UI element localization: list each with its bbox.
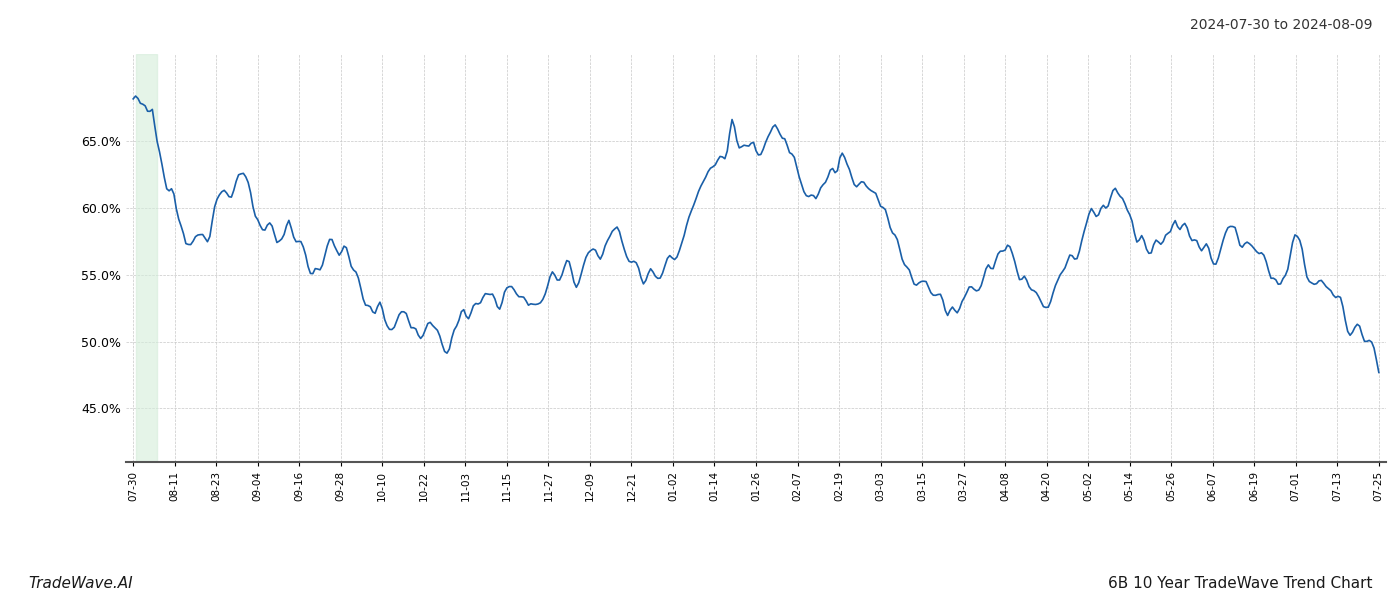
Bar bbox=[136, 54, 157, 462]
Text: 2024-07-30 to 2024-08-09: 2024-07-30 to 2024-08-09 bbox=[1190, 18, 1372, 32]
Text: TradeWave.AI: TradeWave.AI bbox=[28, 576, 133, 591]
Text: 6B 10 Year TradeWave Trend Chart: 6B 10 Year TradeWave Trend Chart bbox=[1107, 576, 1372, 591]
